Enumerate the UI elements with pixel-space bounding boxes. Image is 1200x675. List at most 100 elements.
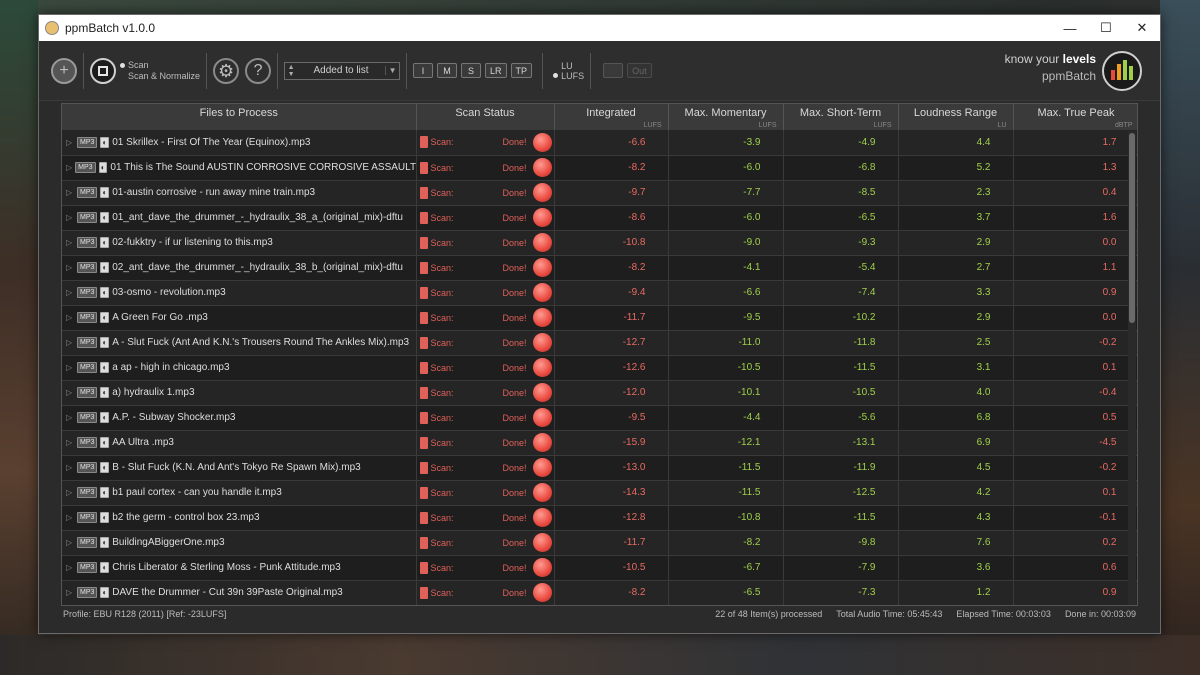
file-cell: ▷ MP3 ◐ b1 paul cortex - can you handle it.… [62, 480, 417, 506]
scan-status-cell: Scan: Done! [416, 405, 555, 431]
table-row[interactable]: ▷ MP3 ◐ A Green For Go .mp3 Scan: Done! -11.7-… [62, 305, 1137, 331]
scan-label: Scan: [430, 262, 454, 273]
meter-button-tp[interactable]: TP [510, 63, 533, 78]
scan-label: Scan: [430, 487, 454, 498]
expand-triangle-icon[interactable]: ▷ [66, 388, 73, 397]
file-name: a ap - high in chicago.mp3 [112, 362, 230, 373]
table-row[interactable]: ▷ MP3 ◐ 02-fukktry - if ur listening to thi… [62, 230, 1137, 256]
scan-radio[interactable]: Scan [120, 60, 200, 71]
table-row[interactable]: ▷ MP3 ◐ b2 the germ - control box 23.mp3 Sca… [62, 505, 1137, 531]
short-term-cell: -11.5 [783, 505, 899, 531]
expand-triangle-icon[interactable]: ▷ [66, 413, 73, 422]
lufs-radio[interactable]: LUFS [553, 71, 584, 81]
scan-normalize-radio[interactable]: Scan & Normalize [120, 71, 200, 82]
output-toggle[interactable] [603, 63, 624, 78]
momentary-cell: -11.5 [668, 480, 784, 506]
column-header[interactable]: Loudness Range LU [898, 104, 1014, 130]
expand-triangle-icon[interactable]: ▷ [66, 263, 73, 272]
file-cell-content: ▷ MP3 ◐ 01 This is The Sound AUSTIN CORROSI… [62, 162, 416, 173]
file-name: A Green For Go .mp3 [112, 312, 208, 323]
table-row[interactable]: ▷ MP3 ◐ 02_ant_dave_the_drummer_-_hydraulix… [62, 255, 1137, 281]
close-button[interactable]: ✕ [1136, 20, 1148, 35]
column-header[interactable]: Max. Short-Term LUFS [783, 104, 899, 130]
expand-triangle-icon[interactable]: ▷ [66, 538, 73, 547]
stereo-channel-icon: ◐ [100, 562, 110, 573]
expand-triangle-icon[interactable]: ▷ [66, 338, 73, 347]
table-row[interactable]: ▷ MP3 ◐ a) hydraulix 1.mp3 Scan: Done! -12.0 -1… [62, 380, 1137, 406]
expand-triangle-icon[interactable]: ▷ [66, 438, 73, 447]
meter-button-lr[interactable]: LR [485, 63, 507, 78]
format-badge: MP3 [77, 562, 98, 573]
scan-status-content: Scan: Done! [417, 258, 554, 277]
scan-mode-radio-group: Scan Scan & Normalize [120, 60, 200, 82]
sort-order-select[interactable]: ▲ ▼ Added to list ▼ [284, 61, 401, 80]
expand-triangle-icon[interactable]: ▷ [66, 238, 73, 247]
table-row[interactable]: ▷ MP3 ◐ 03-osmo - revolution.mp3 Scan: Done! -… [62, 280, 1137, 306]
expand-triangle-icon[interactable]: ▷ [66, 213, 73, 222]
file-cell-content: ▷ MP3 ◐ 01_ant_dave_the_drummer_-_hydraulix… [62, 212, 416, 223]
file-cell: ▷ MP3 ◐ Chris Liberator & Sterling Moss - P… [62, 555, 417, 581]
stop-button[interactable] [90, 57, 116, 84]
expand-triangle-icon[interactable]: ▷ [66, 588, 73, 597]
expand-triangle-icon[interactable]: ▷ [66, 313, 73, 322]
table-row[interactable]: ▷ MP3 ◐ DAVE the Drummer - Cut 39n 39Paste … [62, 580, 1137, 605]
help-button[interactable]: ? [245, 57, 272, 84]
table-row[interactable]: ▷ MP3 ◐ BuildingABiggerOne.mp3 Scan: Done! -11… [62, 530, 1137, 556]
stereo-channel-icon: ◐ [100, 262, 110, 273]
integrated-cell: -8.2 [554, 580, 669, 605]
column-header[interactable]: Files to Process [62, 104, 417, 130]
table-row[interactable]: ▷ MP3 ◐ 01 This is The Sound AUSTIN CORROSI… [62, 155, 1137, 181]
format-badge: MP3 [77, 312, 98, 323]
expand-triangle-icon[interactable]: ▷ [66, 288, 73, 297]
scan-label: Scan: [430, 412, 454, 423]
expand-triangle-icon[interactable]: ▷ [66, 488, 73, 497]
file-cell: ▷ MP3 ◐ A - Slut Fuck (Ant And K.N.'s Trous… [62, 330, 417, 356]
table-row[interactable]: ▷ MP3 ◐ 01-austin corrosive - run away mine… [62, 180, 1137, 206]
momentary-cell: -6.6 [668, 280, 784, 306]
expand-triangle-icon[interactable]: ▷ [66, 513, 73, 522]
scan-status-cell: Scan: Done! [416, 255, 555, 281]
settings-button[interactable]: ⚙ [213, 57, 240, 84]
lu-radio[interactable]: LU [553, 61, 584, 71]
momentary-cell: -10.1 [668, 380, 784, 406]
stereo-channel-icon: ◐ [100, 362, 110, 373]
add-files-button[interactable]: + [51, 57, 77, 84]
done-label: Done! [502, 562, 527, 573]
out-button[interactable]: Out [627, 63, 652, 78]
expand-triangle-icon[interactable]: ▷ [66, 463, 73, 472]
table-row[interactable]: ▷ MP3 ◐ 01 Skrillex - First Of The Year (Eq… [62, 130, 1137, 156]
minimize-button[interactable]: — [1063, 20, 1077, 36]
table-row[interactable]: ▷ MP3 ◐ AA Ultra .mp3 Scan: Done! -15.9 -12.1 -1… [62, 430, 1137, 456]
expand-triangle-icon[interactable]: ▷ [66, 163, 73, 172]
expand-triangle-icon[interactable]: ▷ [66, 188, 73, 197]
table-row[interactable]: ▷ MP3 ◐ a ap - high in chicago.mp3 Scan: Done… [62, 355, 1137, 381]
expand-triangle-icon[interactable]: ▷ [66, 363, 73, 372]
column-header[interactable]: Max. Momentary LUFS [668, 104, 784, 130]
table-row[interactable]: ▷ MP3 ◐ 01_ant_dave_the_drummer_-_hydraulix… [62, 205, 1137, 231]
column-header[interactable]: Integrated LUFS [554, 104, 669, 130]
file-cell-content: ▷ MP3 ◐ A - Slut Fuck (Ant And K.N.'s Trous… [62, 337, 416, 348]
scan-status-cell: Scan: Done! [416, 580, 555, 605]
logo-level-bar [1117, 64, 1121, 80]
vertical-scrollbar[interactable] [1128, 131, 1136, 605]
scan-document-icon [419, 186, 428, 199]
meter-button-i[interactable]: I [413, 63, 434, 78]
column-header[interactable]: Scan Status [416, 104, 555, 130]
meter-button-s[interactable]: S [461, 63, 482, 78]
scrollbar-thumb[interactable] [1129, 133, 1135, 323]
integrated-cell: -10.8 [554, 230, 669, 256]
expand-triangle-icon[interactable]: ▷ [66, 137, 73, 147]
brand-tagline: know your levels [1005, 51, 1096, 68]
table-row[interactable]: ▷ MP3 ◐ Chris Liberator & Sterling Moss - P… [62, 555, 1137, 581]
scan-document-icon [419, 536, 428, 549]
table-row[interactable]: ▷ MP3 ◐ A - Slut Fuck (Ant And K.N.'s Trous… [62, 330, 1137, 356]
expand-triangle-icon[interactable]: ▷ [66, 563, 73, 572]
column-header[interactable]: Max. True Peak dBTP [1013, 104, 1137, 130]
table-row[interactable]: ▷ MP3 ◐ A.P. - Subway Shocker.mp3 Scan: Done!… [62, 405, 1137, 431]
scan-status-cell: Scan: Done! [416, 480, 555, 506]
stereo-channel-icon: ◐ [100, 512, 110, 523]
maximize-button[interactable]: ☐ [1100, 20, 1112, 35]
table-row[interactable]: ▷ MP3 ◐ b1 paul cortex - can you handle it.… [62, 480, 1137, 506]
meter-button-m[interactable]: M [437, 63, 458, 78]
table-row[interactable]: ▷ MP3 ◐ B - Slut Fuck (K.N. And Ant's Tokyo… [62, 455, 1137, 481]
